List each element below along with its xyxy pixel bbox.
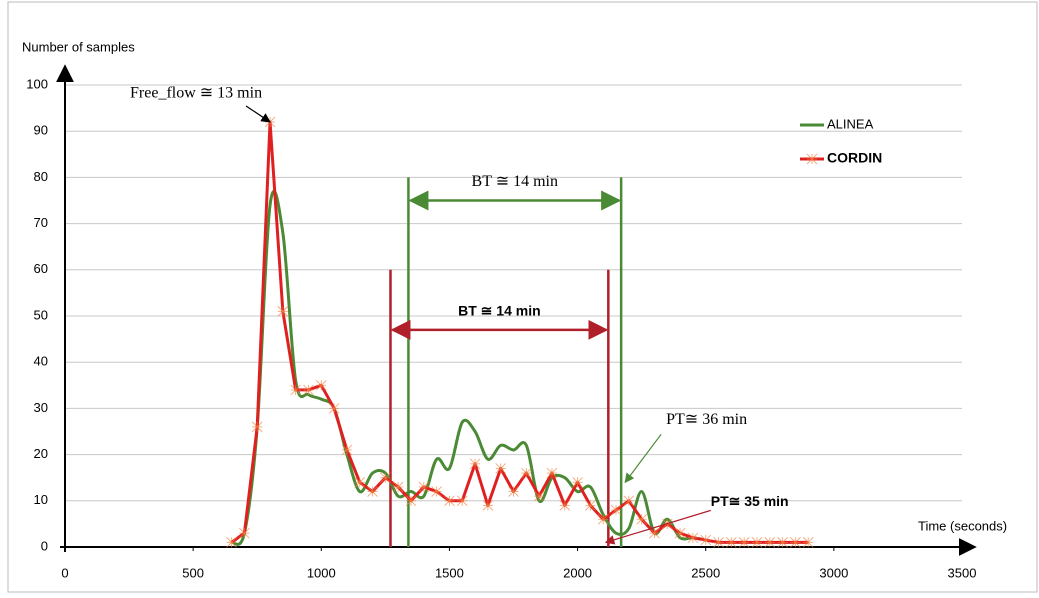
annotation: PT≅ 35 min [711,493,789,509]
point-marker [597,513,609,525]
point-marker [482,500,494,511]
point-marker [790,537,801,548]
point-marker [674,527,686,539]
point-marker [277,306,289,317]
span-label: BT ≅ 14 min [472,173,558,190]
point-marker [380,472,391,484]
point-marker [610,504,622,516]
point-marker [469,458,481,470]
point-marker [303,384,314,396]
annotation: Free_flow ≅ 13 min [130,85,262,102]
x-axis-title: Time (seconds) [918,518,1007,533]
point-marker [520,467,532,479]
point-marker [802,537,814,548]
point-marker [636,513,647,525]
point-marker [290,384,301,396]
x-tick-label: 3500 [948,565,977,580]
y-axis-title: Number of samples [22,39,135,54]
point-marker [559,500,571,511]
annotation-arrow [604,509,711,545]
y-tick-label: 70 [34,215,48,230]
point-marker [315,379,327,391]
span-label: BT ≅ 14 min [458,303,541,319]
point-marker [585,500,596,511]
point-marker [341,444,353,456]
x-tick-label: 3000 [819,565,848,580]
point-marker [328,403,340,414]
y-tick-label: 0 [41,538,48,553]
point-marker [431,486,442,497]
legend-label: ALINEA [827,116,874,131]
point-marker [418,481,430,493]
point-marker [226,537,237,548]
point-marker [354,477,366,488]
point-marker [764,537,776,548]
point-marker [546,467,558,479]
y-tick-label: 60 [34,261,48,276]
annotation-arrow [245,105,271,123]
plot: BT ≅ 14 min BT ≅ 14 min Free_flow ≅ 13 min… [130,85,882,548]
series-line [230,189,706,546]
point-marker [623,495,635,507]
point-marker [726,537,737,548]
x-tick-label: 500 [182,565,204,580]
point-marker [700,534,712,546]
point-marker [572,477,583,488]
point-marker [405,495,417,507]
point-marker [687,532,699,544]
point-marker [533,490,545,502]
y-tick-label: 100 [26,76,48,91]
y-tick-label: 30 [34,400,48,415]
y-tick-label: 90 [34,123,48,138]
x-tick-label: 1500 [435,565,464,580]
y-tick-label: 20 [34,446,48,461]
y-tick-label: 10 [34,492,48,507]
point-marker [649,527,660,539]
legend-label: CORDIN [827,150,882,166]
point-marker [444,495,455,507]
point-marker [751,537,763,548]
point-marker [713,537,724,548]
x-tick-label: 2000 [563,565,592,580]
point-marker [456,495,468,507]
point-marker [738,537,750,548]
annotation: PT≅ 36 min [666,411,747,428]
point-marker [239,527,250,539]
annotation-arrow [624,433,662,484]
point-marker [777,537,788,548]
point-marker [367,486,378,497]
y-tick-label: 80 [34,169,48,184]
point-marker [495,463,507,474]
x-tick-label: 0 [61,565,68,580]
series-line [230,120,809,544]
point-marker [251,421,263,433]
y-tick-label: 50 [34,307,48,322]
point-marker [392,481,404,493]
point-marker [508,486,519,497]
legend-marker [806,153,818,165]
frame [7,1,1038,593]
x-tick-label: 1000 [307,565,336,580]
y-tick-label: 40 [34,354,48,369]
x-tick-label: 2500 [691,565,720,580]
